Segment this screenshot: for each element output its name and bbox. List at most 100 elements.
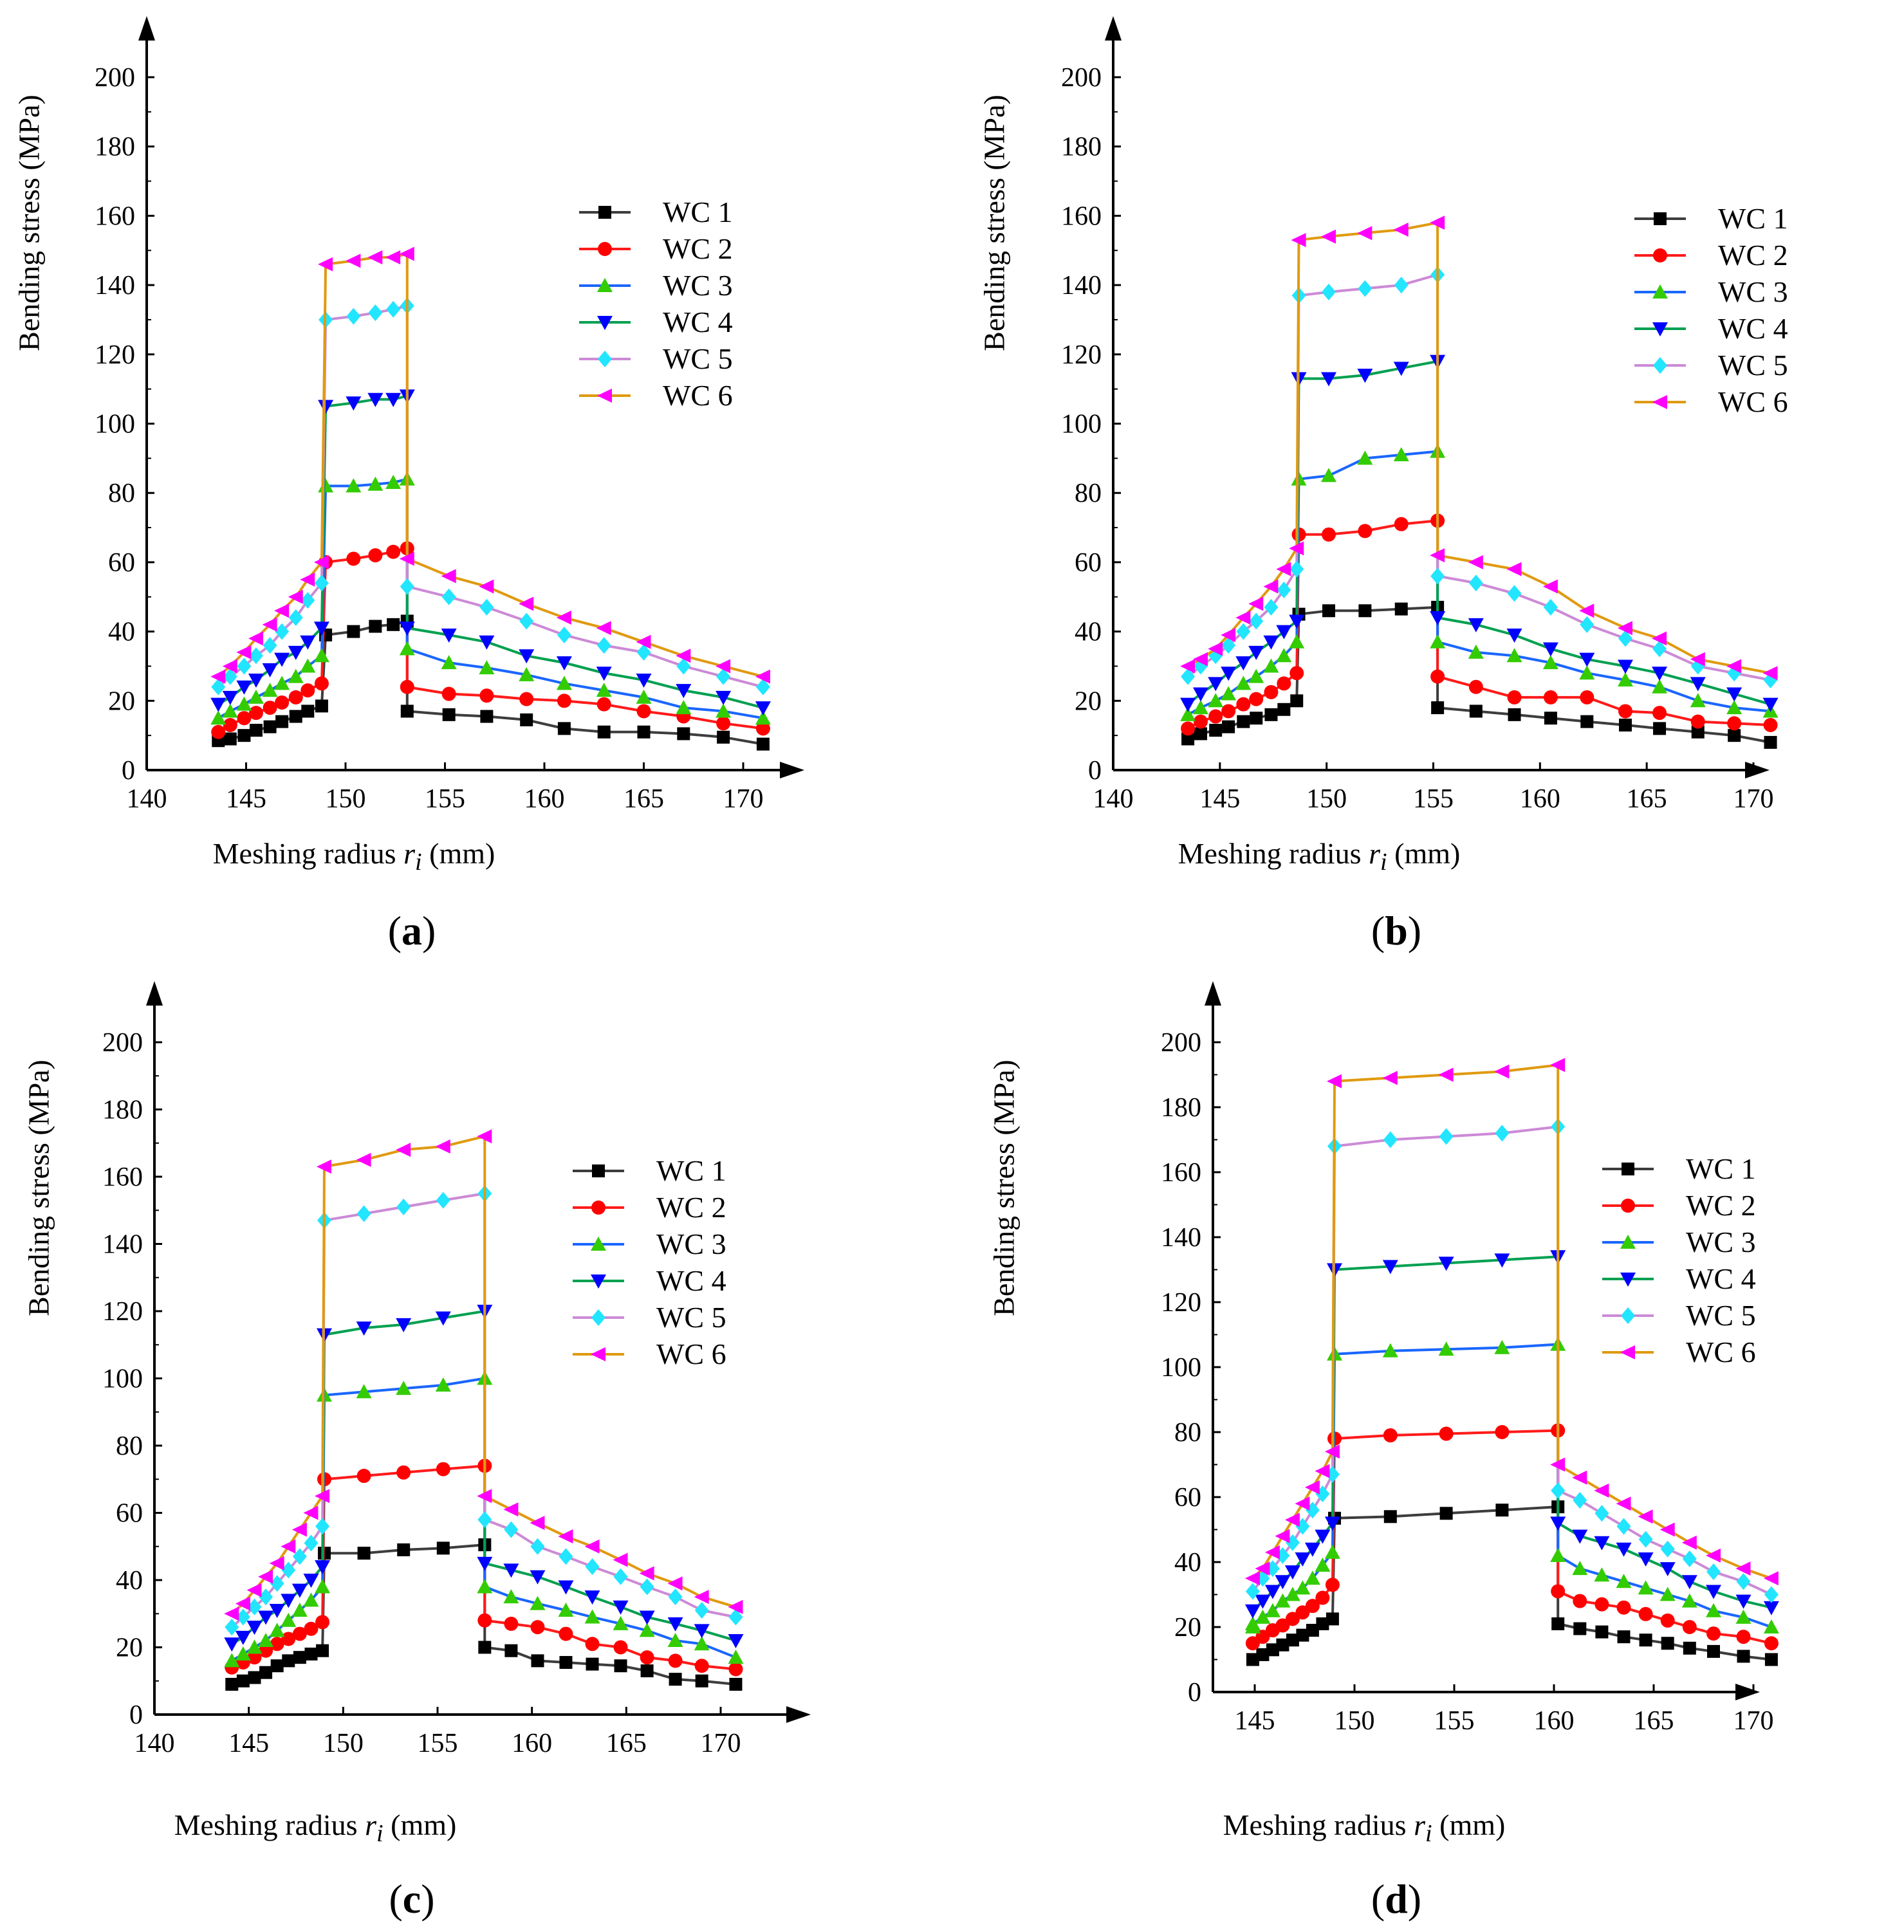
chart-b-y-arrow [1105,16,1122,41]
chart-b-xtick-label: 165 [1627,784,1667,814]
chart-a-series-4-point [318,400,334,414]
chart-b-series-3-point [1690,693,1706,708]
chart-a-series-1-point [347,625,360,638]
chart-c-series-2-point [396,1465,411,1480]
chart-c-series-1-point [695,1674,708,1688]
chart-b-series-2-point [1277,676,1291,691]
chart-c-ytick-label: 160 [102,1163,143,1192]
chart-d-series-6-point [1315,1464,1330,1478]
chart-d-series-4-point [1295,1552,1311,1567]
chart-a-legend-item: WC 1 [579,196,733,228]
chart-d-xlabel-var: r [1414,1808,1425,1841]
chart-a-series-6-point [318,257,333,271]
chart-a-series-6-point [367,250,383,265]
chart-c-series-2-point [728,1662,743,1677]
chart-b-series-5-point [1394,277,1409,294]
chart-a-series-5-point [300,592,315,609]
chart-a-series-6-point [479,579,494,594]
chart-a-series-2-point [368,548,383,563]
chart-d-series-1-point [1573,1622,1587,1635]
chart-b-series-4-point [1263,635,1279,650]
chart-a-series-4-point [222,690,238,705]
chart-a-series-1 [212,614,770,751]
chart-a-series-4-point [755,701,771,716]
chart-d-series-6-point [1295,1496,1310,1511]
chart-d-series-6-point [1324,1444,1340,1459]
chart-b-series-2-point [1321,527,1336,542]
chart-c-series-6-point [584,1539,600,1554]
chart-d-series-5-point [1383,1131,1398,1148]
chart-panel-d: 0 20 40 60 80 100 120 140 160 180 200 145 150 155 160 1… [952,965,1904,1930]
chart-a-series-3-point [556,676,572,690]
chart-b-series-5-point [1358,280,1373,297]
chart-a-ytick-label: 140 [95,271,135,300]
chart-a-series-1-point [677,727,690,741]
chart-b-series-2-point [1358,524,1373,538]
chart-a-series-2-point [314,676,329,691]
chart-b-series-6-point [1468,555,1483,569]
chart-a-series-1-point [756,737,770,751]
chart-c-series-5-point [477,1511,492,1528]
chart-d-series-1-point [1306,1624,1319,1637]
chart-b-axes: 0 20 40 60 80 100 120 140 160 180 200 140 145 150 155 1… [1061,16,1774,814]
chart-b-xlabel-suffix: (mm) [1387,837,1461,870]
chart-c-series-6-point [558,1529,573,1544]
chart-d-series-3-point [1264,1603,1280,1617]
chart-c-series-1-point [282,1654,295,1668]
chart-a-series-6 [210,246,770,684]
chart-a-series-6-point [636,634,651,649]
chart-a-series-2-point [288,690,303,704]
chart-a-xtick-label: 150 [326,784,366,814]
chart-a-series-5-point [441,588,456,605]
chart-b-ytick-label: 0 [1088,756,1102,786]
chart-d-series-6-point [1284,1513,1300,1527]
chart-a-series-2-point [636,704,651,719]
chart-b-series-6-point [1430,216,1445,230]
chart-d-series-3-point [1659,1587,1676,1601]
chart-c-series-4-point [235,1630,251,1645]
chart-b-series-5-point [1652,640,1667,658]
chart-b-series-3-point [1289,634,1305,649]
chart-c-series-4-point [224,1637,240,1652]
chart-a-legend-label: WC 2 [663,232,733,265]
chart-a-ytick-label: 60 [108,548,135,578]
chart-a-series-1-point [480,710,494,723]
chart-c-ytick-label: 100 [102,1365,143,1394]
chart-c-series-2-point [477,1613,492,1628]
chart-d-series-5 [1245,1118,1779,1603]
chart-c-series-5-point [315,1518,330,1535]
chart-d-legend-item: WC 5 [1602,1299,1756,1332]
chart-a-series-3-point [210,710,226,725]
chart-a-series-5-point [636,643,651,661]
chart-b-series-2-point [1507,690,1522,704]
chart-c-series-4-point [477,1556,493,1571]
chart-c-series-3-point [356,1384,372,1399]
chart-a-xtick-label: 160 [524,784,565,814]
chart-c-series-2-point [304,1621,319,1636]
chart-a-series-4 [210,389,771,716]
chart-b-xlabel-prefix: Meshing radius [1178,837,1369,870]
chart-b-series-3 [1180,443,1779,721]
chart-d-legend-marker [1621,1199,1635,1213]
chart-a-series-3-point [222,703,238,718]
chart-d-series-2-point [1285,1612,1300,1626]
chart-c-ytick-label: 0 [129,1700,143,1730]
chart-a-series-6-point [519,596,534,611]
chart-d-series-2-point [1616,1600,1631,1615]
chart-d-series-2-point [1594,1597,1609,1612]
chart-b-series-1-point [1358,604,1372,618]
chart-c-legend-label: WC 2 [656,1191,726,1224]
chart-d-series-6-point [1659,1522,1675,1537]
chart-c-series-5-point [247,1598,262,1615]
chart-c-series-3-point [639,1623,655,1637]
chart-d-series-5-point [1245,1583,1260,1600]
chart-c-series-2-point [694,1659,709,1673]
chart-d-series-5-point [1616,1518,1631,1535]
chart-c-x-arrow [786,1706,811,1723]
chart-b-xtick-label: 140 [1093,784,1134,814]
chart-c-legend-item: WC 5 [573,1301,726,1334]
chart-c-series-4-point [303,1574,319,1588]
chart-d-series-5-point [1594,1505,1609,1522]
chart-d-series-6-point [1327,1074,1342,1089]
chart-a-series-5-point [314,575,329,592]
